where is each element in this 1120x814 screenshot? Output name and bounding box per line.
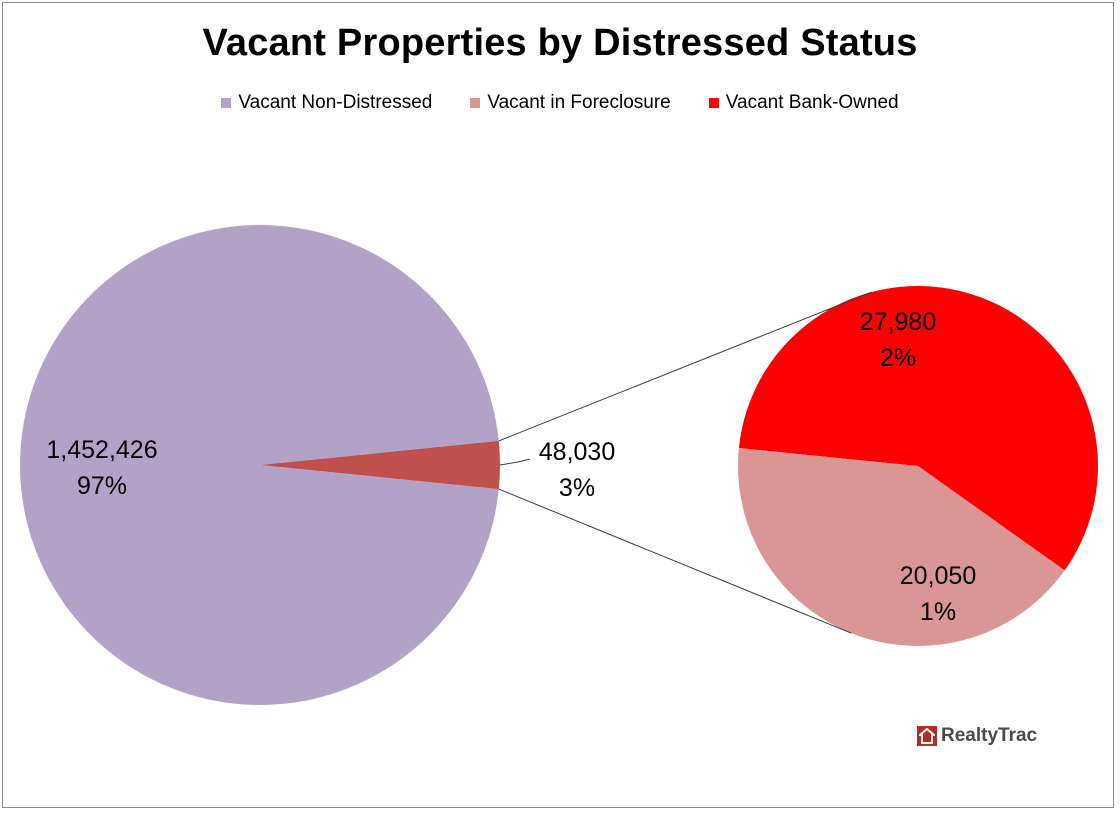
chart-legend: Vacant Non-Distressed Vacant in Foreclos… (0, 92, 1120, 114)
connector-line-bottom (498, 488, 852, 634)
legend-item-non-distressed: Vacant Non-Distressed (221, 92, 432, 114)
pie-slice-bank-owned (738, 285, 1098, 571)
legend-swatch-non-distressed (221, 98, 232, 108)
data-label-value-bank-owned: 27,980 (860, 308, 936, 336)
legend-item-foreclosure: Vacant in Foreclosure (470, 92, 671, 114)
house-icon (917, 726, 937, 746)
realtytrac-logo: RealtyTrac (917, 725, 1037, 747)
data-label-value-foreclosure: 20,050 (900, 562, 976, 590)
legend-label-bank-owned: Vacant Bank-Owned (725, 92, 899, 113)
pie-slice-foreclosure (738, 448, 1065, 646)
legend-item-bank-owned: Vacant Bank-Owned (708, 92, 899, 114)
data-label-percent-bank-owned: 2% (880, 344, 916, 372)
data-label-value-non-distressed: 1,452,426 (46, 436, 157, 464)
legend-label-non-distressed: Vacant Non-Distressed (238, 92, 433, 113)
legend-swatch-bank-owned (708, 98, 719, 108)
legend-label-foreclosure: Vacant in Foreclosure (487, 92, 671, 113)
data-label-percent-distressed: 3% (559, 474, 595, 502)
legend-swatch-foreclosure (470, 98, 481, 108)
connector-line-top (498, 291, 873, 442)
pie-slice-non-distressed (20, 225, 499, 706)
pie-slice-distressed (260, 440, 501, 490)
data-label-value-distressed: 48,030 (539, 438, 615, 466)
chart-title: Vacant Properties by Distressed Status (202, 22, 918, 64)
leader-line-distressed (499, 458, 531, 466)
data-label-percent-non-distressed: 97% (77, 472, 127, 500)
logo-text: RealtyTrac (941, 725, 1038, 746)
data-label-percent-foreclosure: 1% (920, 598, 956, 626)
